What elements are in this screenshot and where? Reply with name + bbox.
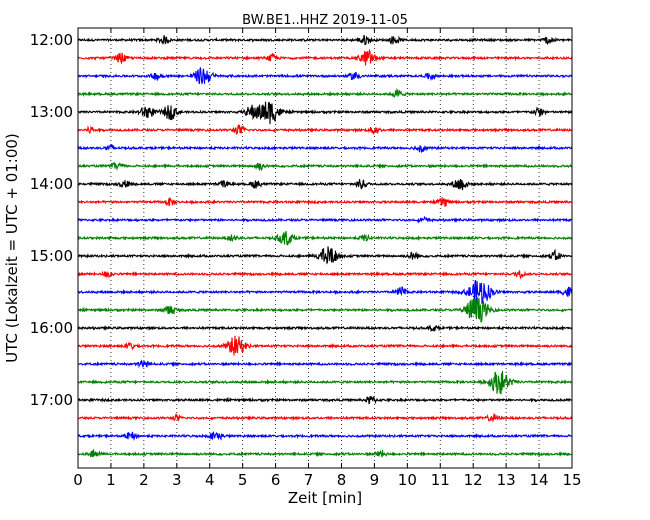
x-tick-label: 4 xyxy=(205,471,215,489)
trace-lines xyxy=(77,34,573,458)
trace-1615 xyxy=(77,335,573,356)
trace-1400 xyxy=(77,179,573,191)
x-tick-label: 13 xyxy=(497,471,516,489)
x-tick-label: 5 xyxy=(238,471,248,489)
x-tick-label: 15 xyxy=(562,471,581,489)
x-tick-label: 6 xyxy=(271,471,281,489)
trace-1730 xyxy=(77,431,573,442)
trace-1600 xyxy=(77,324,573,332)
trace-1345 xyxy=(77,161,573,172)
y-tick-label: 17:00 xyxy=(30,391,73,409)
trace-1330 xyxy=(77,143,573,153)
x-tick-label: 12 xyxy=(464,471,483,489)
y-axis-label: UTC (Lokalzeit = UTC + 01:00) xyxy=(3,133,21,363)
trace-1300 xyxy=(77,101,573,125)
x-tick-label: 2 xyxy=(139,471,149,489)
trace-1445 xyxy=(77,230,573,246)
trace-1630 xyxy=(77,359,573,369)
x-axis-label: Zeit [min] xyxy=(288,489,362,507)
x-tick-label: 0 xyxy=(73,471,83,489)
y-tick-label: 15:00 xyxy=(30,247,73,265)
trace-1545 xyxy=(77,297,573,324)
trace-1230 xyxy=(77,67,573,85)
trace-1645 xyxy=(77,370,573,395)
trace-1530 xyxy=(77,280,573,305)
chart-title: BW.BE1..HHZ 2019-11-05 xyxy=(242,13,408,28)
trace-1415 xyxy=(77,197,573,207)
y-tick-label: 14:00 xyxy=(30,175,73,193)
y-axis: 12:00 13:00 14:00 15:00 16:00 17:00 xyxy=(30,31,572,409)
x-tick-label: 7 xyxy=(304,471,314,489)
x-tick-label: 8 xyxy=(337,471,347,489)
y-tick-label: 16:00 xyxy=(30,319,73,337)
x-tick-label: 11 xyxy=(431,471,450,489)
trace-1745 xyxy=(77,449,573,458)
trace-1245 xyxy=(77,87,573,98)
vertical-grid xyxy=(110,28,540,468)
x-tick-label: 10 xyxy=(398,471,417,489)
trace-1715 xyxy=(77,412,573,423)
x-axis: 0 1 2 3 4 5 6 7 8 9 10 11 12 13 14 15 xyxy=(73,28,582,489)
y-tick-label: 12:00 xyxy=(30,31,73,49)
x-tick-label: 1 xyxy=(106,471,116,489)
trace-1215 xyxy=(77,48,573,66)
x-tick-label: 14 xyxy=(530,471,549,489)
x-tick-label: 3 xyxy=(172,471,182,489)
x-tick-label: 9 xyxy=(370,471,380,489)
y-tick-label: 13:00 xyxy=(30,103,73,121)
trace-1515 xyxy=(77,270,573,280)
trace-1500 xyxy=(77,246,573,265)
plot-frame xyxy=(77,27,573,469)
trace-1315 xyxy=(77,124,573,136)
trace-1200 xyxy=(77,34,573,46)
trace-1430 xyxy=(77,215,573,224)
trace-1700 xyxy=(77,395,573,405)
